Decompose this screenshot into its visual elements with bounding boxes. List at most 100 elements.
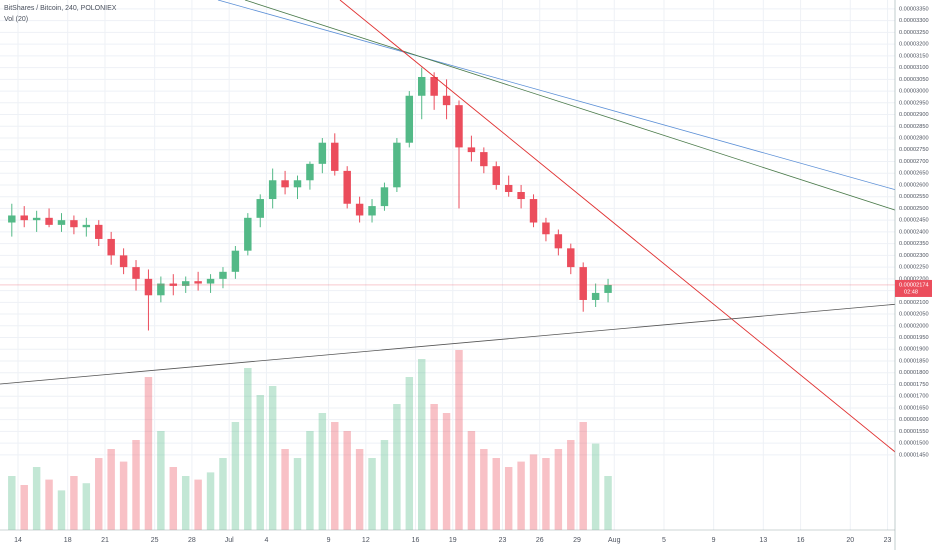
candle-body: [95, 224, 103, 239]
volume-bar: [480, 449, 488, 530]
y-tick-label: 0.00002450: [899, 218, 929, 224]
x-tick-label: 16: [797, 537, 805, 544]
candle-body: [244, 217, 252, 251]
candle-body: [82, 224, 91, 228]
y-tick-label: 0.00002900: [899, 112, 929, 118]
volume-bar: [368, 458, 376, 530]
trendline: [244, 0, 895, 211]
y-tick-label: 0.00001950: [899, 335, 929, 341]
last-price-box: [895, 279, 932, 297]
candle-body: [579, 267, 587, 300]
y-tick-label: 0.00001650: [899, 405, 929, 411]
x-tick-label: 16: [412, 537, 420, 544]
x-tick-label: 29: [573, 537, 581, 544]
y-tick-label: 0.00002750: [899, 147, 929, 153]
volume-bar: [57, 490, 66, 530]
y-tick-label: 0.00002850: [899, 124, 929, 130]
y-tick-label: 0.00002300: [899, 253, 929, 259]
y-tick-label: 0.00001500: [899, 441, 929, 447]
volume-bar: [331, 422, 339, 530]
candle-body: [604, 284, 612, 293]
y-tick-label: 0.00003200: [899, 42, 929, 48]
volume-bar: [268, 386, 277, 530]
x-tick-label: 26: [536, 537, 544, 544]
candle-body: [194, 281, 202, 284]
volume-bar: [281, 449, 289, 530]
candle-body: [331, 142, 339, 171]
y-tick-label: 0.00002700: [899, 159, 929, 165]
candle-body: [32, 217, 41, 221]
candle-body: [306, 163, 314, 181]
volume-bar: [380, 440, 389, 530]
volume-bar: [8, 476, 16, 530]
volume-bar: [132, 440, 140, 530]
y-tick-label: 0.00002500: [899, 206, 929, 212]
candle-body: [157, 283, 165, 296]
y-tick-label: 0.00002000: [899, 323, 929, 329]
candle-body: [554, 234, 563, 249]
x-tick-label: Jul: [225, 537, 234, 544]
volume-bar: [430, 404, 438, 530]
y-tick-label: 0.00003000: [899, 89, 929, 95]
volume-bar: [181, 476, 190, 530]
candle-body: [281, 180, 289, 188]
volume-bar: [256, 395, 264, 530]
y-tick-label: 0.00003100: [899, 65, 929, 71]
x-tick-label: 20: [846, 537, 854, 544]
volume-bar: [107, 449, 115, 530]
candle-body: [467, 147, 476, 153]
candle-body: [181, 281, 190, 286]
volume-bar: [567, 440, 575, 530]
volume-bar: [306, 431, 314, 530]
volume-bar: [591, 443, 600, 530]
y-tick-label: 0.00002050: [899, 312, 929, 318]
y-tick-label: 0.00002200: [899, 276, 929, 282]
volume-bar: [45, 479, 53, 530]
x-tick-label: 18: [64, 537, 72, 544]
candle-body: [529, 199, 538, 223]
volume-bar: [492, 458, 500, 530]
x-tick-label: 4: [264, 537, 268, 544]
trendline: [339, 0, 895, 453]
candle-body: [57, 220, 66, 225]
volume-bar: [32, 467, 41, 530]
y-tick-label: 0.00003150: [899, 53, 929, 59]
y-tick-label: 0.00002950: [899, 100, 929, 106]
candle-body: [542, 222, 550, 235]
last-price-label: 0.00002174: [899, 282, 929, 288]
x-tick-label: 12: [362, 537, 370, 544]
y-tick-label: 0.00001750: [899, 382, 929, 388]
candle-body: [107, 238, 115, 256]
x-tick-label: 5: [662, 537, 666, 544]
x-tick-label: 9: [712, 537, 716, 544]
candle-body: [455, 105, 463, 148]
volume-bar: [442, 413, 451, 530]
volume-bar: [20, 485, 28, 530]
candle-body: [355, 203, 364, 216]
x-tick-label: 25: [151, 537, 159, 544]
candles: [0, 67, 895, 331]
candle-body: [393, 142, 401, 188]
volume-bar: [455, 350, 463, 530]
y-tick-label: 0.00002350: [899, 241, 929, 247]
y-tick-label: 0.00003350: [899, 6, 929, 12]
x-tick-label: 14: [14, 537, 22, 544]
candle-body: [119, 255, 128, 268]
volume-bar: [542, 458, 550, 530]
volume-bar: [70, 476, 78, 530]
candle-body: [8, 215, 16, 223]
candle-body: [504, 184, 513, 193]
trendline: [0, 303, 895, 385]
volume-bar: [169, 467, 178, 530]
y-tick-label: 0.00001800: [899, 370, 929, 376]
volume-bar: [119, 461, 128, 530]
x-tick-label: 19: [449, 537, 457, 544]
y-tick-label: 0.00002400: [899, 229, 929, 235]
x-tick-label: 23: [884, 537, 892, 544]
y-tick-label: 0.00001900: [899, 347, 929, 353]
candle-body: [70, 220, 78, 228]
countdown-label: 02:48: [904, 289, 918, 295]
volume-bar: [355, 449, 364, 530]
